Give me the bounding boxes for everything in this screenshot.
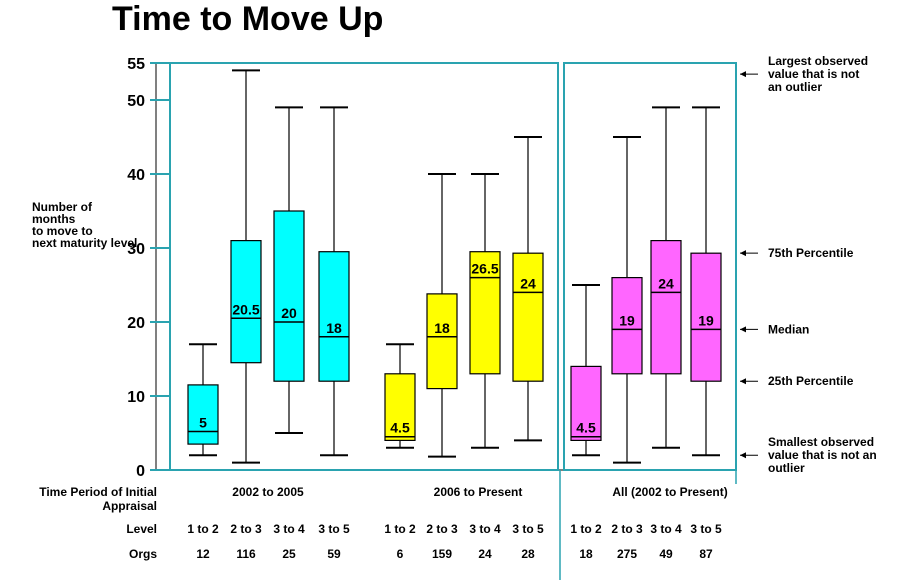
annotation-arrowhead [740, 326, 746, 333]
annotation-text: value that is not an [768, 448, 877, 462]
annotation-arrowhead [740, 378, 746, 385]
level-label: 3 to 4 [650, 522, 682, 536]
orgs-count: 275 [617, 547, 637, 561]
y-axis-label-line: months [32, 212, 76, 226]
y-tick-label: 10 [127, 389, 145, 406]
box-iqr [690, 252, 722, 382]
box-iqr [469, 251, 501, 375]
box-iqr [318, 251, 350, 382]
level-label: 1 to 2 [570, 522, 602, 536]
median-value-label: 24 [658, 275, 674, 291]
level-label: 2 to 3 [230, 522, 262, 536]
annotation-text: Median [768, 322, 809, 336]
median-value-label: 26.5 [471, 261, 498, 277]
row-header-orgs: Orgs [129, 547, 157, 561]
median-value-label: 24 [520, 275, 536, 291]
chart-title: Time to Move Up [112, 0, 383, 38]
orgs-count: 24 [478, 547, 492, 561]
level-label: 2 to 3 [426, 522, 458, 536]
y-tick-label: 40 [127, 167, 145, 184]
group-panel-frame [169, 62, 559, 471]
box-iqr [650, 240, 682, 375]
level-label: 3 to 4 [469, 522, 501, 536]
orgs-count: 59 [327, 547, 341, 561]
median-value-label: 19 [619, 312, 635, 328]
row-header-period: Appraisal [102, 499, 157, 513]
median-value-label: 20 [281, 305, 297, 321]
level-label: 3 to 5 [690, 522, 722, 536]
level-label: 3 to 4 [273, 522, 305, 536]
box-plots: 5 20.5 20 18 4.5 18 26.5 24 4.5 19 24 19 [187, 69, 722, 464]
y-axis-label-line: Number of [32, 200, 93, 214]
orgs-count: 18 [579, 547, 593, 561]
orgs-count: 25 [282, 547, 296, 561]
row-header-period: Time Period of Initial [39, 485, 157, 499]
group-label: 2006 to Present [434, 485, 523, 499]
y-axis-label-line: next maturity level [32, 236, 137, 250]
y-tick-label: 30 [127, 241, 145, 258]
annotation-text: 75th Percentile [768, 246, 854, 260]
annotation-text: an outlier [768, 80, 822, 94]
y-tick-label: 50 [127, 93, 145, 110]
level-label: 1 to 2 [187, 522, 219, 536]
y-tick-label: 55 [127, 56, 145, 73]
group-label: All (2002 to Present) [612, 485, 727, 499]
annotation-text: Smallest observed [768, 435, 874, 449]
orgs-count: 28 [521, 547, 535, 561]
orgs-count: 6 [397, 547, 404, 561]
box-iqr [512, 252, 544, 382]
box-iqr [273, 210, 305, 382]
box-iqr [570, 365, 602, 441]
median-value-label: 5 [199, 415, 207, 431]
annotation-text: outlier [768, 461, 805, 475]
median-value-label: 18 [326, 320, 342, 336]
level-label: 3 to 5 [318, 522, 350, 536]
box-iqr [611, 277, 643, 375]
annotation-text: value that is not [768, 67, 859, 81]
box-iqr [187, 384, 219, 445]
orgs-count: 159 [432, 547, 452, 561]
orgs-count: 87 [699, 547, 713, 561]
level-label: 3 to 5 [512, 522, 544, 536]
median-value-label: 20.5 [232, 301, 259, 317]
annotation-text: 25th Percentile [768, 374, 854, 388]
row-header-level: Level [126, 522, 157, 536]
median-value-label: 18 [434, 320, 450, 336]
group-panels [169, 62, 737, 484]
y-tick-label: 20 [127, 315, 145, 332]
median-value-label: 4.5 [390, 420, 410, 436]
annotation-text: Largest observed [768, 54, 868, 68]
orgs-count: 49 [659, 547, 673, 561]
median-value-label: 19 [698, 312, 714, 328]
orgs-count: 12 [196, 547, 210, 561]
median-value-label: 4.5 [576, 420, 596, 436]
annotation-arrowhead [740, 71, 746, 78]
level-label: 2 to 3 [611, 522, 643, 536]
orgs-count: 116 [236, 547, 256, 561]
y-tick-label: 0 [136, 463, 145, 480]
box-iqr [230, 240, 262, 364]
annotation-arrowhead [740, 250, 746, 257]
group-label: 2002 to 2005 [232, 485, 304, 499]
y-axis-label-line: to move to [32, 224, 93, 238]
box-iqr [426, 293, 458, 390]
box-iqr [384, 373, 416, 441]
level-label: 1 to 2 [384, 522, 416, 536]
annotation-arrowhead [740, 452, 746, 459]
